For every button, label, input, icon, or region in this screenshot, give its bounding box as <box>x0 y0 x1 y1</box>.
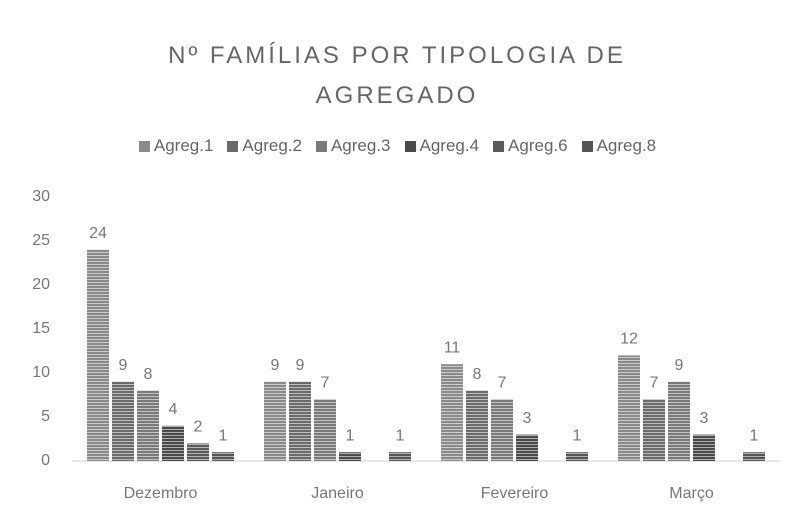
y-tick-label: 10 <box>32 364 50 381</box>
data-label: 3 <box>523 410 532 427</box>
data-label: 24 <box>89 225 107 242</box>
bar-texture <box>264 381 286 461</box>
data-label: 1 <box>750 427 759 444</box>
bar-texture <box>87 249 109 461</box>
legend-item: Agreg.3 <box>315 136 391 156</box>
bar-texture <box>743 452 765 461</box>
chart-title: Nº FAMÍLIAS POR TIPOLOGIA DE AGREGADO <box>168 42 626 109</box>
data-label: 9 <box>296 357 305 374</box>
data-label: 3 <box>700 410 709 427</box>
legend-swatch <box>138 140 150 152</box>
bar-texture <box>441 364 463 461</box>
legend-label: Agreg.4 <box>419 136 480 155</box>
legend-label: Agreg.8 <box>596 136 657 155</box>
legend-item: Agreg.1 <box>138 136 214 156</box>
data-label: 9 <box>271 357 280 374</box>
y-tick-label: 25 <box>32 232 50 249</box>
data-label: 4 <box>169 401 178 418</box>
legend-swatch <box>493 140 505 152</box>
data-label: 11 <box>444 339 461 356</box>
legend: Agreg.1 Agreg.2 Agreg.3 Agreg.4 Agreg.6 Agreg… <box>0 136 795 156</box>
bar-texture <box>314 399 336 461</box>
legend-item: Agreg.8 <box>581 136 657 156</box>
bar-texture <box>491 399 513 461</box>
data-label: 9 <box>119 357 128 374</box>
legend-swatch <box>315 140 327 152</box>
bar-texture <box>162 425 184 461</box>
data-label: 8 <box>473 366 482 383</box>
bar-texture <box>389 452 411 461</box>
bar-texture <box>618 355 640 461</box>
data-label: 1 <box>573 427 582 444</box>
bar-texture <box>112 381 134 461</box>
legend-item: Agreg.6 <box>493 136 568 156</box>
legend-label: Agreg.2 <box>242 136 302 155</box>
bar-texture <box>289 381 311 461</box>
data-label: 7 <box>650 375 659 392</box>
y-tick-label: 30 <box>32 188 50 205</box>
data-label: 7 <box>498 375 507 392</box>
x-tick-label: Fevereiro <box>481 485 549 502</box>
y-tick-label: 0 <box>41 452 50 469</box>
legend-swatch <box>404 140 416 152</box>
y-tick-label: 5 <box>41 408 50 425</box>
x-tick-label: Março <box>669 485 714 502</box>
data-label: 8 <box>144 366 153 383</box>
data-label: 1 <box>219 427 228 444</box>
bar-texture <box>566 452 588 461</box>
bar-texture <box>466 390 488 461</box>
bar-texture <box>187 443 209 461</box>
legend-label: Agreg.1 <box>153 136 214 155</box>
legend-swatch <box>581 140 593 152</box>
data-label: 2 <box>194 419 203 436</box>
bar-texture <box>668 381 690 461</box>
data-label: 1 <box>346 427 355 444</box>
legend-item: Agreg.2 <box>227 136 302 156</box>
data-label: 1 <box>396 427 405 444</box>
x-tick-label: Janeiro <box>311 485 364 502</box>
bar-texture <box>693 434 715 461</box>
bar-texture <box>339 452 361 461</box>
y-tick-label: 15 <box>32 320 50 337</box>
data-label: 7 <box>321 375 330 392</box>
data-label: 9 <box>675 357 684 374</box>
legend-item: Agreg.4 <box>404 136 480 156</box>
legend-label: Agreg.3 <box>330 136 391 155</box>
bar-texture <box>137 390 159 461</box>
x-tick-label: Dezembro <box>124 485 198 502</box>
bar-texture <box>516 434 538 461</box>
bar-texture <box>212 452 234 461</box>
legend-swatch <box>227 140 239 152</box>
bar-texture <box>643 399 665 461</box>
data-label: 12 <box>620 331 638 348</box>
legend-label: Agreg.6 <box>508 136 568 155</box>
y-tick-label: 20 <box>32 276 50 293</box>
